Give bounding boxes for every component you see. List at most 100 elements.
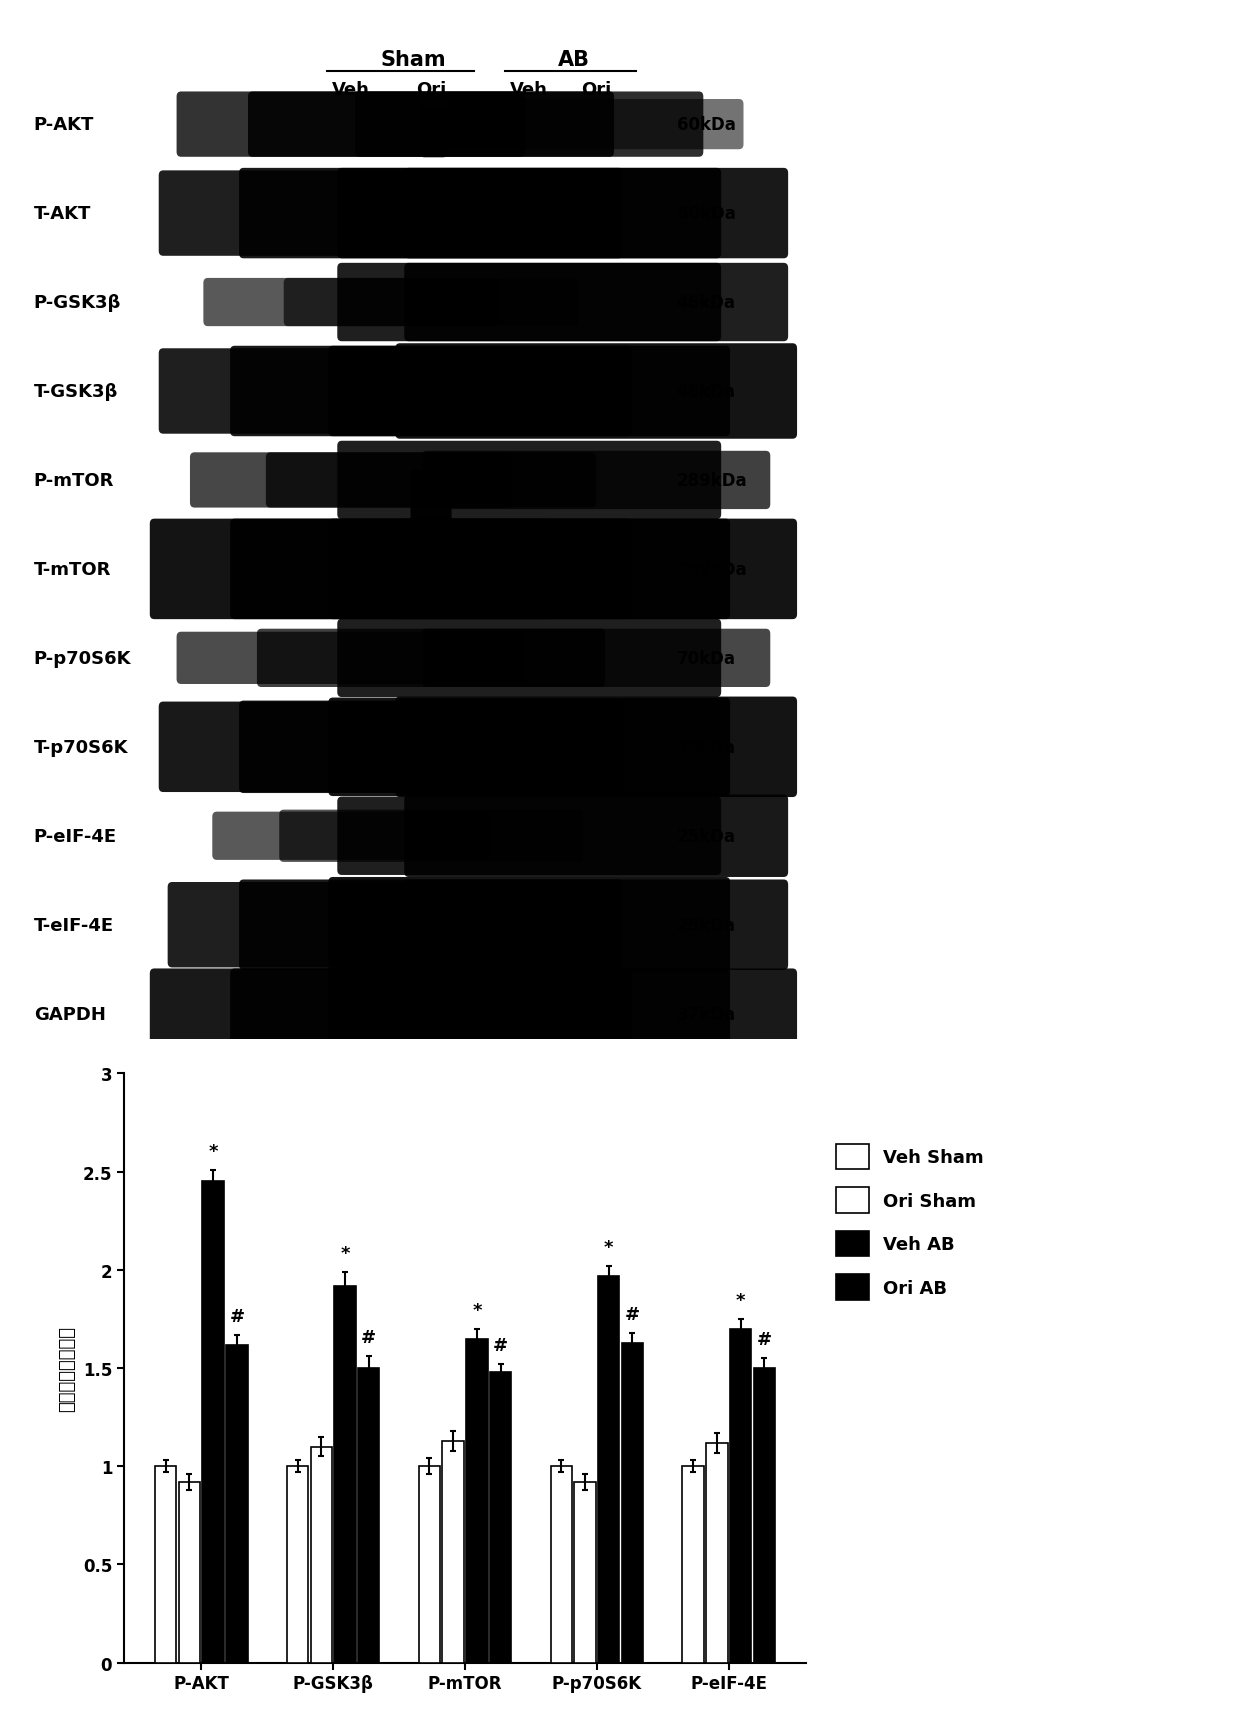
Bar (490, 1372, 511, 1663)
Bar (155, 1467, 176, 1663)
FancyBboxPatch shape (337, 797, 722, 875)
Text: Veh: Veh (511, 81, 548, 99)
FancyBboxPatch shape (329, 878, 730, 973)
Text: GAPDH: GAPDH (33, 1005, 105, 1024)
FancyBboxPatch shape (449, 100, 744, 151)
Text: 289kDa: 289kDa (677, 561, 748, 578)
FancyBboxPatch shape (239, 168, 622, 260)
Text: #: # (756, 1330, 771, 1349)
FancyBboxPatch shape (212, 812, 489, 861)
Text: *: * (340, 1244, 350, 1263)
FancyBboxPatch shape (337, 620, 722, 698)
Text: *: * (472, 1301, 481, 1320)
FancyBboxPatch shape (150, 968, 552, 1060)
Bar (286, 1467, 309, 1663)
Text: P-eIF-4E: P-eIF-4E (33, 828, 117, 845)
FancyBboxPatch shape (404, 263, 789, 341)
Text: AB: AB (558, 50, 590, 69)
Text: 25kDa: 25kDa (677, 916, 735, 934)
Text: T-mTOR: T-mTOR (33, 561, 112, 578)
FancyBboxPatch shape (190, 454, 511, 507)
Bar (551, 1467, 572, 1663)
Y-axis label: 相对蛋白表达水平: 相对蛋白表达水平 (58, 1325, 76, 1412)
Bar (466, 1339, 487, 1663)
Text: P-GSK3β: P-GSK3β (33, 294, 122, 312)
FancyBboxPatch shape (248, 92, 614, 158)
FancyBboxPatch shape (176, 632, 525, 684)
FancyBboxPatch shape (176, 92, 525, 158)
Bar (598, 1276, 620, 1663)
Text: 60kDa: 60kDa (677, 204, 735, 223)
Bar (706, 1443, 728, 1663)
Text: 60kDa: 60kDa (677, 116, 735, 133)
FancyBboxPatch shape (265, 454, 596, 507)
FancyBboxPatch shape (329, 346, 730, 436)
FancyBboxPatch shape (231, 346, 632, 436)
Legend: Veh Sham, Ori Sham, Veh AB, Ori AB: Veh Sham, Ori Sham, Veh AB, Ori AB (827, 1134, 993, 1309)
FancyBboxPatch shape (355, 92, 703, 158)
Bar (310, 1446, 332, 1663)
Text: T-eIF-4E: T-eIF-4E (33, 916, 114, 934)
Text: 70kDa: 70kDa (677, 738, 735, 757)
FancyBboxPatch shape (159, 171, 543, 256)
FancyBboxPatch shape (396, 520, 797, 620)
FancyBboxPatch shape (422, 107, 446, 158)
FancyBboxPatch shape (396, 698, 797, 798)
FancyBboxPatch shape (239, 701, 622, 793)
FancyBboxPatch shape (329, 968, 730, 1060)
Text: Sham: Sham (381, 50, 446, 69)
FancyBboxPatch shape (167, 883, 533, 968)
Bar (202, 1181, 224, 1663)
Text: *: * (604, 1238, 614, 1256)
FancyBboxPatch shape (337, 168, 722, 260)
FancyBboxPatch shape (239, 880, 622, 970)
Text: P-mTOR: P-mTOR (33, 471, 114, 490)
FancyBboxPatch shape (396, 345, 797, 440)
Text: Ori: Ori (582, 81, 611, 99)
Text: 70kDa: 70kDa (677, 650, 735, 667)
FancyBboxPatch shape (203, 279, 498, 327)
Bar (754, 1368, 775, 1663)
Bar (335, 1285, 356, 1663)
FancyBboxPatch shape (410, 471, 451, 540)
Text: #: # (494, 1337, 508, 1354)
Bar (443, 1441, 464, 1663)
FancyBboxPatch shape (159, 350, 543, 435)
FancyBboxPatch shape (329, 698, 730, 797)
Bar (358, 1368, 379, 1663)
Bar (179, 1483, 200, 1663)
Text: 37kDa: 37kDa (677, 1005, 735, 1024)
Text: 46kDa: 46kDa (677, 294, 735, 312)
FancyBboxPatch shape (404, 795, 789, 878)
Text: P-p70S6K: P-p70S6K (33, 650, 131, 667)
FancyBboxPatch shape (337, 263, 722, 341)
Bar (226, 1344, 248, 1663)
FancyBboxPatch shape (422, 629, 770, 688)
Text: 25kDa: 25kDa (677, 828, 735, 845)
Text: T-GSK3β: T-GSK3β (33, 383, 118, 400)
FancyBboxPatch shape (396, 968, 797, 1060)
Bar (419, 1467, 440, 1663)
FancyBboxPatch shape (404, 880, 789, 970)
Text: *: * (735, 1292, 745, 1309)
FancyBboxPatch shape (337, 442, 722, 520)
Text: T-p70S6K: T-p70S6K (33, 738, 128, 757)
Text: T-AKT: T-AKT (33, 204, 91, 223)
Bar (574, 1483, 595, 1663)
FancyBboxPatch shape (279, 811, 583, 863)
FancyBboxPatch shape (231, 520, 632, 620)
Bar (621, 1342, 644, 1663)
FancyBboxPatch shape (404, 168, 789, 260)
FancyBboxPatch shape (284, 279, 578, 327)
FancyBboxPatch shape (231, 968, 632, 1060)
FancyBboxPatch shape (257, 629, 605, 688)
Bar (730, 1328, 751, 1663)
Text: 46kDa: 46kDa (677, 383, 735, 400)
Text: #: # (361, 1328, 376, 1347)
Text: #: # (625, 1306, 640, 1323)
Text: 289kDa: 289kDa (677, 471, 748, 490)
Text: Veh: Veh (332, 81, 370, 99)
Text: #: # (229, 1308, 244, 1325)
FancyBboxPatch shape (159, 701, 543, 793)
FancyBboxPatch shape (422, 452, 770, 509)
